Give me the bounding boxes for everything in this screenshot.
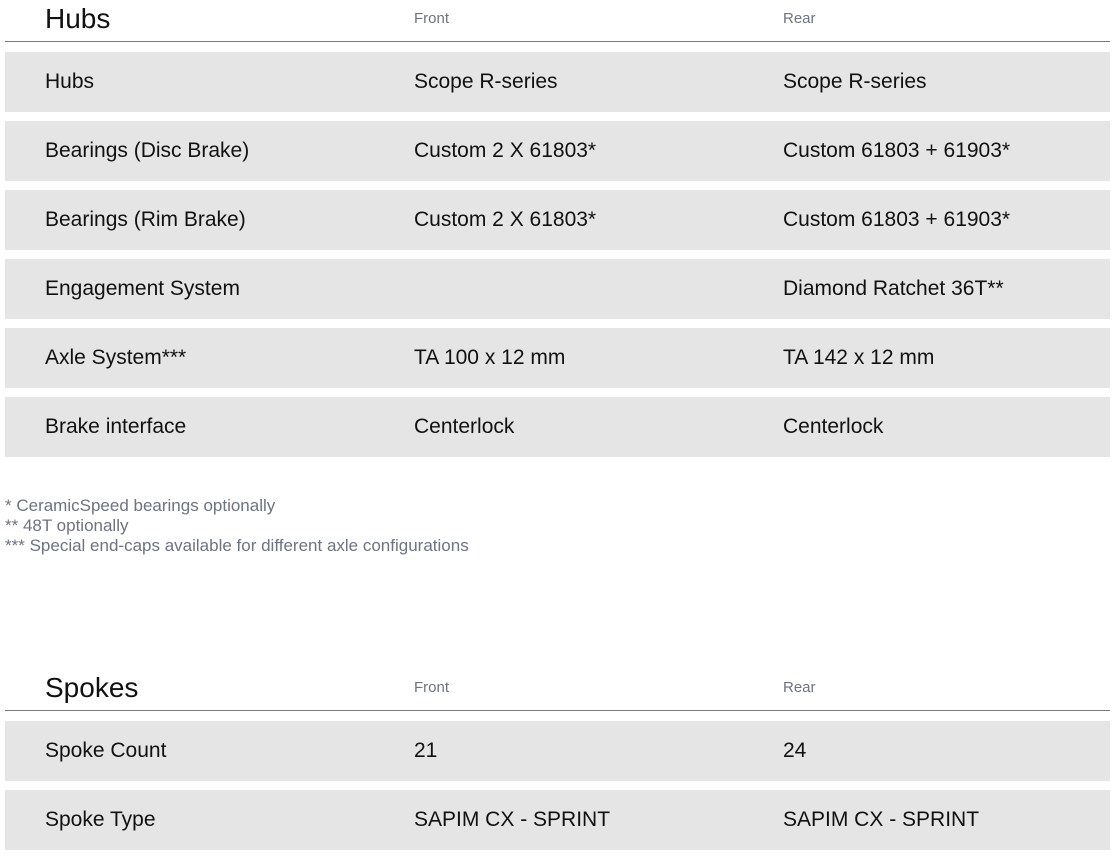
spec-rear-value: Scope R-series — [783, 70, 927, 93]
spec-row: Engagement System Diamond Ratchet 36T** — [5, 259, 1110, 319]
spec-label: Brake interface — [45, 415, 187, 438]
spec-rear-value: Custom 61803 + 61903* — [783, 208, 1011, 231]
spec-front-value: Scope R-series — [414, 70, 558, 93]
spec-front-value: TA 100 x 12 mm — [414, 346, 566, 369]
spec-rear-value: SAPIM CX - SPRINT — [783, 808, 980, 831]
spec-label: Engagement System — [45, 277, 240, 300]
spec-front-value: Centerlock — [414, 415, 515, 438]
spec-front-value: Custom 2 X 61803* — [414, 208, 597, 231]
spec-label: Spoke Count — [45, 739, 167, 762]
spec-label: Axle System*** — [45, 346, 187, 369]
spec-front-value: SAPIM CX - SPRINT — [414, 808, 611, 831]
spec-rear-value: 24 — [783, 739, 807, 762]
column-header-front: Front — [414, 679, 450, 696]
section-title: Spokes — [45, 672, 139, 703]
spec-front-value: Custom 2 X 61803* — [414, 139, 597, 162]
spec-label: Bearings (Disc Brake) — [45, 139, 250, 162]
spec-rear-value: Centerlock — [783, 415, 884, 438]
column-header-front: Front — [414, 10, 450, 27]
spec-rear-value: Custom 61803 + 61903* — [783, 139, 1011, 162]
spec-row: Brake interface Centerlock Centerlock — [5, 397, 1110, 457]
spec-row: Spoke Count 21 24 — [5, 721, 1110, 781]
column-header-rear: Rear — [783, 679, 816, 696]
footnotes: * CeramicSpeed bearings optionally ** 48… — [5, 496, 469, 556]
spec-row: Hubs Scope R-series Scope R-series — [5, 52, 1110, 112]
spec-row: Axle System*** TA 100 x 12 mm TA 142 x 12 … — [5, 328, 1110, 388]
hubs-header: Hubs Front Rear — [5, 0, 1110, 42]
hubs-section: Hubs Front Rear Hubs Scope R-series Scope … — [5, 0, 1110, 457]
footnote: * CeramicSpeed bearings optionally — [5, 496, 276, 515]
spec-label: Bearings (Rim Brake) — [45, 208, 246, 231]
column-header-rear: Rear — [783, 10, 816, 27]
spec-front-value: 21 — [414, 739, 438, 762]
spec-rear-value: TA 142 x 12 mm — [783, 346, 935, 369]
section-title: Hubs — [45, 3, 111, 34]
footnote: ** 48T optionally — [5, 516, 129, 535]
spec-label: Spoke Type — [45, 808, 156, 831]
spokes-header: Spokes Front Rear — [5, 669, 1110, 711]
spec-row: Spoke Type SAPIM CX - SPRINT SAPIM CX - SP… — [5, 790, 1110, 850]
spec-row: Bearings (Rim Brake) Custom 2 X 61803* Cus… — [5, 190, 1110, 250]
spec-rear-value: Diamond Ratchet 36T** — [783, 277, 1004, 300]
footnote: *** Special end-caps available for diffe… — [5, 536, 469, 555]
spec-row: Bearings (Disc Brake) Custom 2 X 61803* Cu… — [5, 121, 1110, 181]
spokes-section: Spokes Front Rear Spoke Count 21 24 Spoke T… — [5, 669, 1110, 850]
spec-label: Hubs — [45, 70, 95, 93]
